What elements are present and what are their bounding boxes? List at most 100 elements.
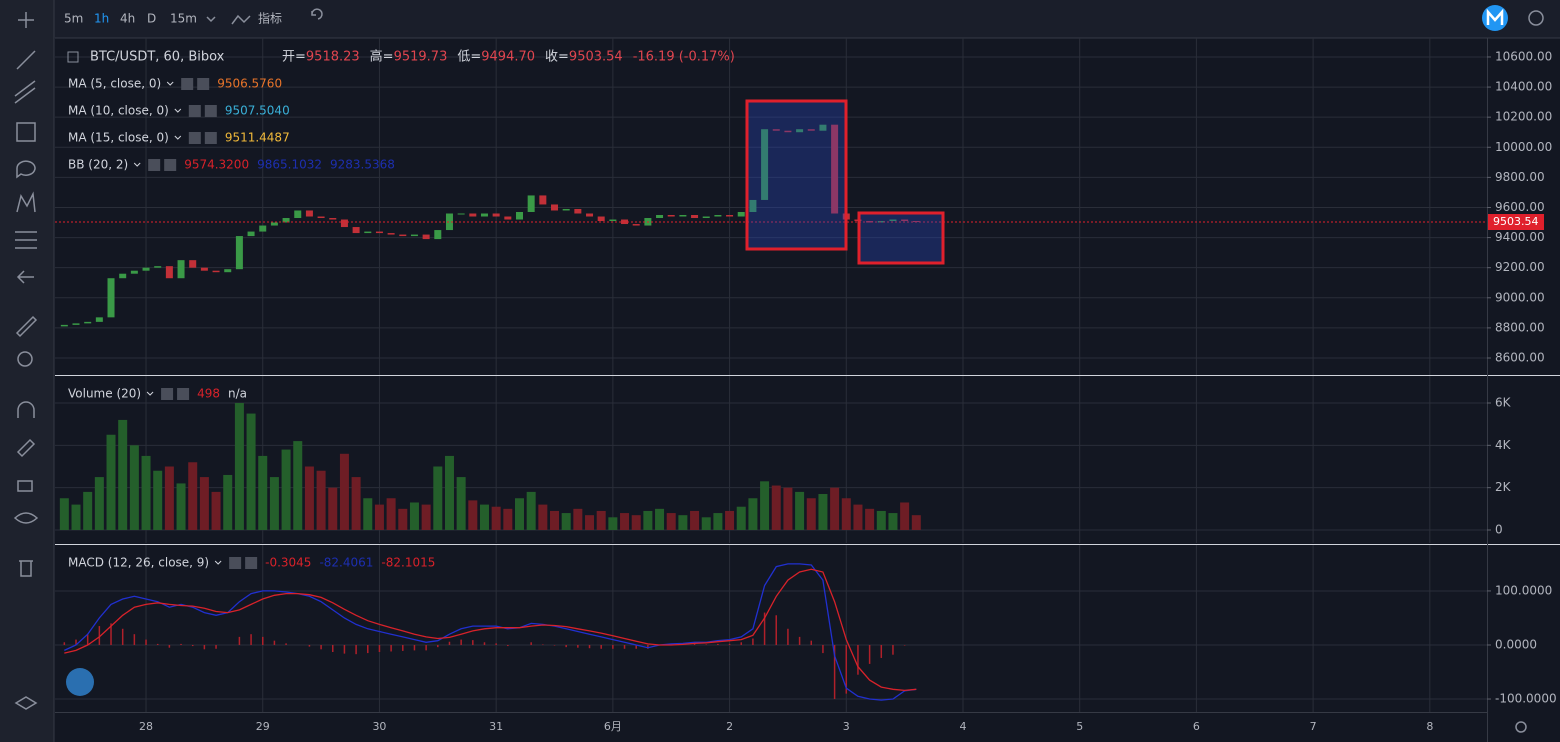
legend-name: MA (10, close, 0) (68, 104, 169, 118)
y-tick-label: 9800.00 (1495, 170, 1545, 184)
y-tick-label: 0.0000 (1495, 637, 1537, 651)
volume-bar (596, 510, 606, 531)
volume-bar (433, 466, 443, 531)
macd-line (64, 563, 917, 701)
ohlc-value: 9494.70 (481, 50, 535, 65)
candle-body (527, 195, 535, 212)
volume-bar (725, 510, 735, 531)
volume-bar (118, 419, 128, 531)
crosshair-tool[interactable] (18, 12, 34, 28)
candle-body (270, 222, 278, 226)
interval[interactable]: 5m (64, 12, 83, 26)
collapse-button (67, 51, 79, 63)
volume-bar (211, 491, 221, 531)
y-tick-label: 10400.00 (1495, 80, 1552, 94)
zoom-tool[interactable] (17, 351, 33, 367)
candle-body (772, 129, 780, 131)
visibility-tool[interactable] (13, 512, 39, 524)
candle-body (901, 219, 909, 222)
top-toolbar-items[interactable]: 5m 1h 4h D 15m 指标 (64, 5, 1544, 31)
pattern-tool[interactable] (16, 191, 36, 213)
volume-bar (853, 504, 863, 531)
y-tick-label: 9000.00 (1495, 290, 1545, 304)
legend-name: Volume (20) (68, 387, 141, 401)
ohlc-value: 9518.23 (306, 50, 360, 65)
candle-body (305, 210, 313, 217)
interval[interactable]: D (147, 12, 156, 26)
x-tick-label: 3 (843, 720, 850, 733)
candle-body (807, 129, 815, 131)
candle-body (130, 270, 138, 274)
drawing-tools[interactable] (13, 12, 39, 710)
volume-bar (269, 477, 279, 531)
volume-bar (409, 502, 419, 531)
interval-dropdown[interactable] (206, 16, 216, 23)
text-tool[interactable] (16, 160, 36, 179)
legend-name: MACD (12, 26, close, 9) (68, 556, 209, 570)
interval[interactable]: 4h (120, 12, 135, 26)
volume-bar (456, 477, 466, 531)
candle-body (154, 266, 162, 268)
back-tool[interactable] (16, 270, 34, 284)
candle-body (877, 221, 885, 223)
legend-dropdown (174, 135, 182, 140)
legend-settings (148, 159, 161, 171)
lock-draw-tool[interactable] (16, 438, 36, 458)
candle-body (632, 224, 640, 226)
interval[interactable]: 15m (170, 12, 197, 26)
legend-value: -82.4061 (319, 556, 373, 570)
volume-bar (655, 508, 665, 531)
volume-bar (199, 477, 209, 531)
candle-body (504, 216, 512, 220)
volume-bar (363, 498, 373, 531)
candle-body (597, 216, 605, 222)
x-tick-label: 4 (959, 720, 966, 733)
ruler-tool[interactable] (15, 315, 38, 338)
candle-body (714, 215, 722, 217)
indicators-button[interactable]: 指标 (258, 11, 282, 26)
settings[interactable] (1528, 10, 1544, 26)
fib-tool[interactable] (14, 80, 36, 104)
interval[interactable]: 1h (94, 12, 109, 26)
legend-value: 9574.3200 (184, 158, 249, 172)
legends: 8600.00 8800.00 9000.00 9200.00 9400.00 9600.… (67, 49, 1557, 733)
undo[interactable] (311, 8, 323, 20)
candle-body (457, 213, 465, 215)
candle-body (784, 130, 792, 133)
volume-bar (141, 455, 151, 531)
candle-body (352, 227, 360, 234)
lock-tool[interactable] (17, 480, 33, 492)
volume-bar (608, 517, 618, 531)
candle-body (329, 218, 337, 220)
legend-value: -82.1015 (381, 556, 435, 570)
legend-remove (177, 388, 190, 400)
candle-body (562, 208, 570, 211)
trendline-tool[interactable] (16, 50, 36, 70)
candle-body (889, 219, 897, 222)
volume-bar (94, 477, 104, 531)
legend-remove (245, 557, 258, 569)
volume-bar (339, 453, 349, 531)
ohlc-label: 开= (282, 50, 306, 65)
magnet-tool[interactable] (17, 401, 35, 418)
rect-tool[interactable] (16, 122, 36, 142)
volume-bar (771, 485, 781, 531)
layers-tool[interactable] (14, 696, 38, 710)
volume-bar (293, 441, 303, 531)
delete-tool[interactable] (19, 560, 33, 577)
candle-body (586, 213, 594, 217)
volume-bar (643, 510, 653, 531)
volume-bar (830, 487, 840, 531)
ohlc-value: 9503.54 (569, 50, 623, 65)
y-tick-label: 10600.00 (1495, 49, 1552, 63)
candle-body (165, 266, 173, 279)
candle-body (212, 270, 220, 273)
legend-dropdown (174, 108, 182, 113)
time-axis-settings[interactable] (1515, 721, 1527, 733)
measure-tool[interactable] (15, 231, 37, 249)
ohlc-label: 高= (370, 49, 394, 65)
ohlc-label: 收= (545, 50, 569, 65)
indicator-icon[interactable] (231, 14, 251, 25)
y-tick-label: 0 (1495, 523, 1503, 537)
y-tick-label: 9400.00 (1495, 230, 1545, 244)
